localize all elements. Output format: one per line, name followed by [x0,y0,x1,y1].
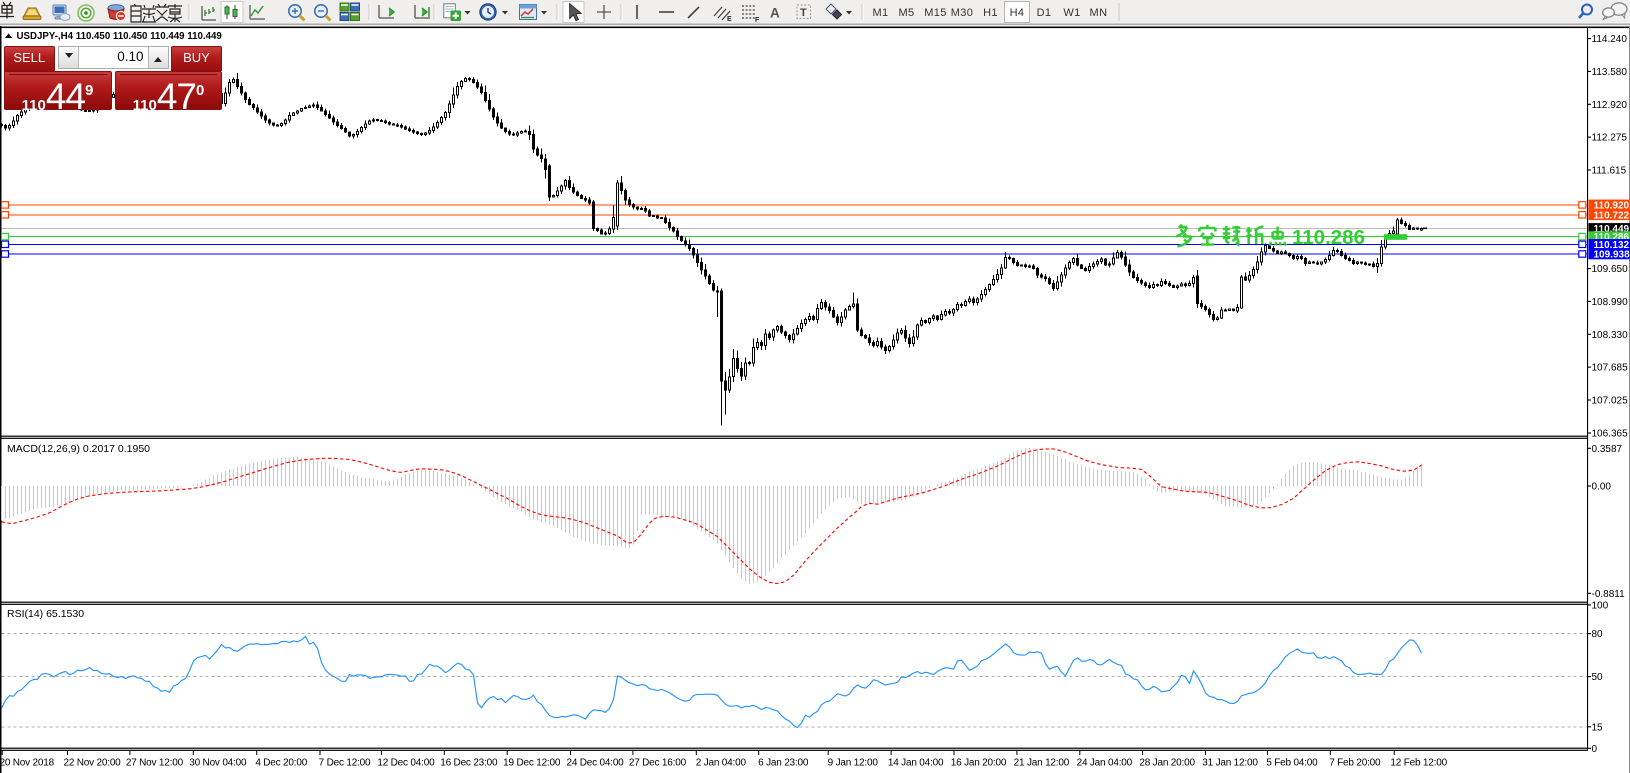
svg-text:0.00: 0.00 [1592,482,1612,493]
svg-text:100: 100 [1592,600,1609,611]
svg-text:MN: MN [1090,7,1108,19]
svg-text:USDJPY-,H4 110.450 110.450 11: USDJPY-,H4 110.450 110.450 110.449 110.4… [17,31,223,42]
svg-text:MACD(12,26,9) 0.2017 0.1950: MACD(12,26,9) 0.2017 0.1950 [7,443,150,455]
svg-text:28 Jan 20:00: 28 Jan 20:00 [1139,758,1195,769]
svg-text:M15: M15 [924,7,947,19]
svg-text:0.3587: 0.3587 [1592,444,1623,455]
svg-text:24 Jan 04:00: 24 Jan 04:00 [1077,758,1133,769]
svg-text:F: F [755,17,760,24]
svg-text:7 Dec 12:00: 7 Dec 12:00 [319,758,371,769]
svg-text:M30: M30 [951,7,974,19]
svg-text:114.240: 114.240 [1592,34,1628,45]
svg-text:9 Jan 12:00: 9 Jan 12:00 [828,758,879,769]
svg-text:50: 50 [1592,672,1604,683]
svg-text:15: 15 [1592,722,1604,733]
svg-text:80: 80 [1592,629,1604,640]
svg-text:106.365: 106.365 [1592,429,1629,440]
svg-text:112.275: 112.275 [1592,133,1628,144]
svg-text:107.025: 107.025 [1592,396,1629,407]
svg-text:108.330: 108.330 [1592,330,1629,341]
svg-text:19 Dec 12:00: 19 Dec 12:00 [503,758,561,769]
svg-text:107.685: 107.685 [1592,363,1629,374]
svg-text:5 Feb 04:00: 5 Feb 04:00 [1266,758,1318,769]
svg-text:110.920: 110.920 [1594,201,1630,212]
svg-text:RSI(14) 65.1530: RSI(14) 65.1530 [7,608,84,620]
svg-text:109.938: 109.938 [1594,250,1630,261]
svg-text:14 Jan 04:00: 14 Jan 04:00 [888,758,944,769]
svg-text:110.286: 110.286 [1292,226,1365,249]
svg-text:M5: M5 [898,7,914,19]
svg-text:112.920: 112.920 [1592,100,1628,111]
svg-text:0: 0 [1592,744,1598,755]
svg-text:A: A [770,6,780,21]
svg-text:20 Nov 2018: 20 Nov 2018 [0,758,55,769]
svg-text:12 Feb 12:00: 12 Feb 12:00 [1390,758,1447,769]
svg-text:110.132: 110.132 [1594,240,1630,251]
svg-text:7 Feb 20:00: 7 Feb 20:00 [1329,758,1381,769]
svg-text:30 Nov 04:00: 30 Nov 04:00 [189,758,247,769]
svg-text:110.286: 110.286 [1594,232,1630,243]
svg-text:-0.8811: -0.8811 [1592,589,1626,600]
svg-text:W1: W1 [1063,7,1080,19]
svg-text:16 Jan 20:00: 16 Jan 20:00 [951,758,1007,769]
svg-text:E: E [727,16,732,23]
svg-text:24 Dec 04:00: 24 Dec 04:00 [566,758,624,769]
svg-text:27 Nov 12:00: 27 Nov 12:00 [126,758,184,769]
svg-text:12 Dec 04:00: 12 Dec 04:00 [377,758,435,769]
svg-text:H1: H1 [983,7,998,19]
svg-text:111.615: 111.615 [1592,166,1627,177]
svg-text:H4: H4 [1010,7,1025,19]
svg-text:110.722: 110.722 [1594,210,1630,221]
svg-text:22 Nov 20:00: 22 Nov 20:00 [63,758,121,769]
svg-text:D1: D1 [1037,7,1052,19]
svg-text:6 Jan 23:00: 6 Jan 23:00 [758,758,809,769]
svg-text:16 Dec 23:00: 16 Dec 23:00 [440,758,498,769]
svg-text:21 Jan 12:00: 21 Jan 12:00 [1014,758,1070,769]
svg-text:2 Jan 04:00: 2 Jan 04:00 [696,758,747,769]
svg-text:113.580: 113.580 [1592,67,1628,78]
svg-text:110.449: 110.449 [1594,224,1630,235]
svg-text:M1: M1 [872,7,888,19]
svg-text:4 Dec 20:00: 4 Dec 20:00 [255,758,307,769]
svg-text:108.990: 108.990 [1592,297,1629,308]
svg-text:T: T [800,7,807,19]
svg-text:31 Jan 12:00: 31 Jan 12:00 [1202,758,1258,769]
svg-text:27 Dec 16:00: 27 Dec 16:00 [629,758,687,769]
svg-text:109.650: 109.650 [1592,264,1629,275]
